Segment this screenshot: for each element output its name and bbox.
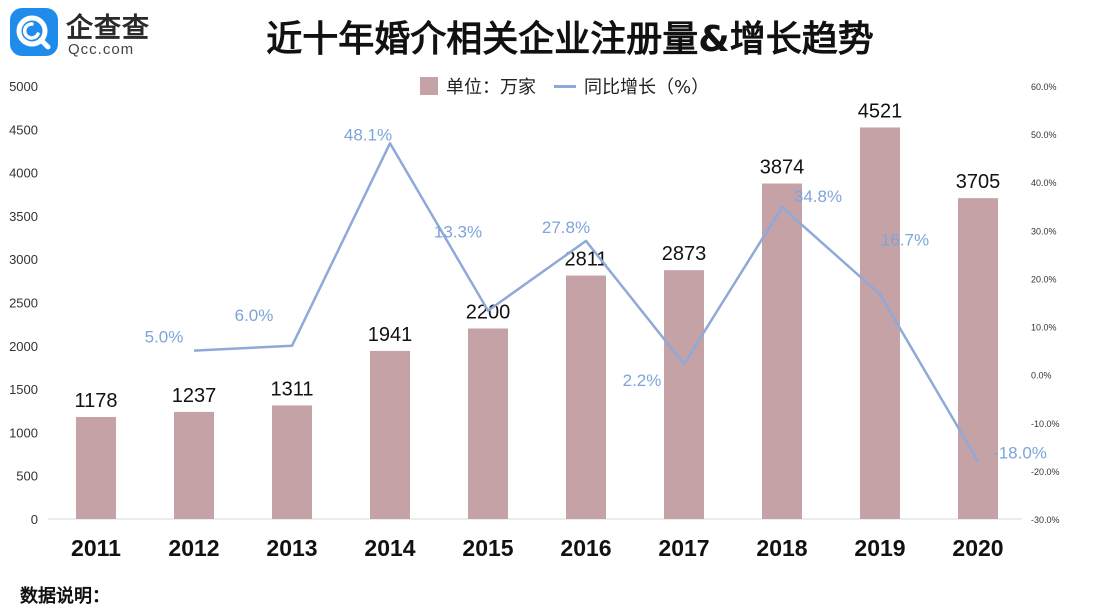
y-right-tick-label: 40.0%: [1031, 178, 1057, 188]
y-left-tick-label: 2000: [9, 339, 38, 354]
chart-title: 近十年婚介相关企业注册量&增长趋势: [266, 19, 874, 60]
growth-value-label: 2.2%: [623, 371, 662, 390]
bar: [860, 127, 900, 520]
y-left-tick-label: 1000: [9, 425, 38, 440]
y-left-tick-label: 3000: [9, 252, 38, 267]
growth-value-label: 48.1%: [344, 125, 392, 144]
bar-value-label: 3705: [956, 171, 1001, 193]
growth-value-label: 5.0%: [145, 328, 184, 347]
growth-value-label: 27.8%: [542, 218, 590, 237]
x-tick-label: 2015: [462, 535, 513, 561]
chart-legend: 单位：万家 同比增长（%）: [420, 72, 709, 100]
x-tick-label: 2012: [168, 535, 219, 561]
bar-value-label: 2873: [662, 243, 707, 265]
growth-value-label: 34.8%: [794, 187, 842, 206]
y-left-tick-label: 0: [31, 512, 38, 527]
bar: [664, 270, 704, 519]
bar-value-label: 2200: [466, 301, 511, 323]
bar: [762, 183, 802, 519]
legend-bar-label: 单位：万家: [446, 77, 536, 98]
growth-value-label: 6.0%: [235, 306, 274, 325]
y-right-tick-label: 30.0%: [1031, 226, 1057, 236]
x-tick-label: 2018: [756, 535, 807, 561]
y-right-tick-label: 50.0%: [1031, 130, 1057, 140]
data-note-label: 数据说明：: [20, 586, 110, 607]
x-tick-label: 2020: [952, 535, 1003, 561]
legend-line-label: 同比增长（%）: [584, 77, 710, 98]
qcc-logo: 企查查 Qcc.com: [8, 6, 168, 58]
bar-value-label: 1178: [74, 390, 117, 412]
growth-value-label: 16.7%: [881, 230, 929, 249]
y-right-tick-label: 0.0%: [1031, 371, 1052, 381]
bar-value-label: 1941: [368, 324, 413, 346]
bar: [174, 411, 214, 519]
growth-value-label: 13.3%: [434, 223, 482, 242]
bar-value-label: 4521: [858, 100, 903, 122]
bar: [76, 416, 116, 519]
x-tick-label: 2016: [560, 535, 611, 561]
bar: [566, 275, 606, 519]
y-left-tick-label: 2500: [9, 296, 38, 311]
logo-name-en: Qcc.com: [68, 41, 135, 58]
y-right-tick-label: -10.0%: [1031, 419, 1060, 429]
y-right-tick-label: -20.0%: [1031, 467, 1060, 477]
y-left-tick-label: 1500: [9, 382, 38, 397]
x-tick-label: 2014: [364, 535, 415, 561]
growth-value-label: -18.0%: [993, 443, 1047, 462]
bar: [468, 328, 508, 519]
legend-bar-swatch: [420, 77, 438, 95]
y-left-tick-label: 3500: [9, 209, 38, 224]
y-right-tick-label: 60.0%: [1031, 82, 1057, 92]
x-tick-label: 2019: [854, 535, 905, 561]
bar-value-label: 1237: [172, 385, 217, 407]
bar: [272, 405, 312, 519]
x-tick-label: 2017: [658, 535, 709, 561]
y-left-tick-label: 5000: [9, 79, 38, 94]
y-left-tick-label: 500: [16, 469, 38, 484]
y-left-tick-label: 4500: [9, 122, 38, 137]
qcc-logo-icon: [10, 8, 58, 56]
logo-name-cn: 企查查: [66, 13, 150, 44]
x-tick-label: 2011: [71, 535, 121, 561]
growth-line: [193, 142, 980, 462]
bar-value-label: 3874: [760, 157, 805, 179]
bar-value-label: 1311: [270, 378, 313, 400]
x-tick-label: 2013: [266, 535, 317, 561]
y-left-tick-label: 4000: [9, 166, 38, 181]
y-right-tick-label: 20.0%: [1031, 274, 1057, 284]
y-right-tick-label: -30.0%: [1031, 515, 1060, 525]
bar: [370, 350, 410, 519]
bar: [958, 198, 998, 519]
y-right-tick-label: 10.0%: [1031, 323, 1057, 333]
legend-line-swatch: [554, 84, 576, 88]
